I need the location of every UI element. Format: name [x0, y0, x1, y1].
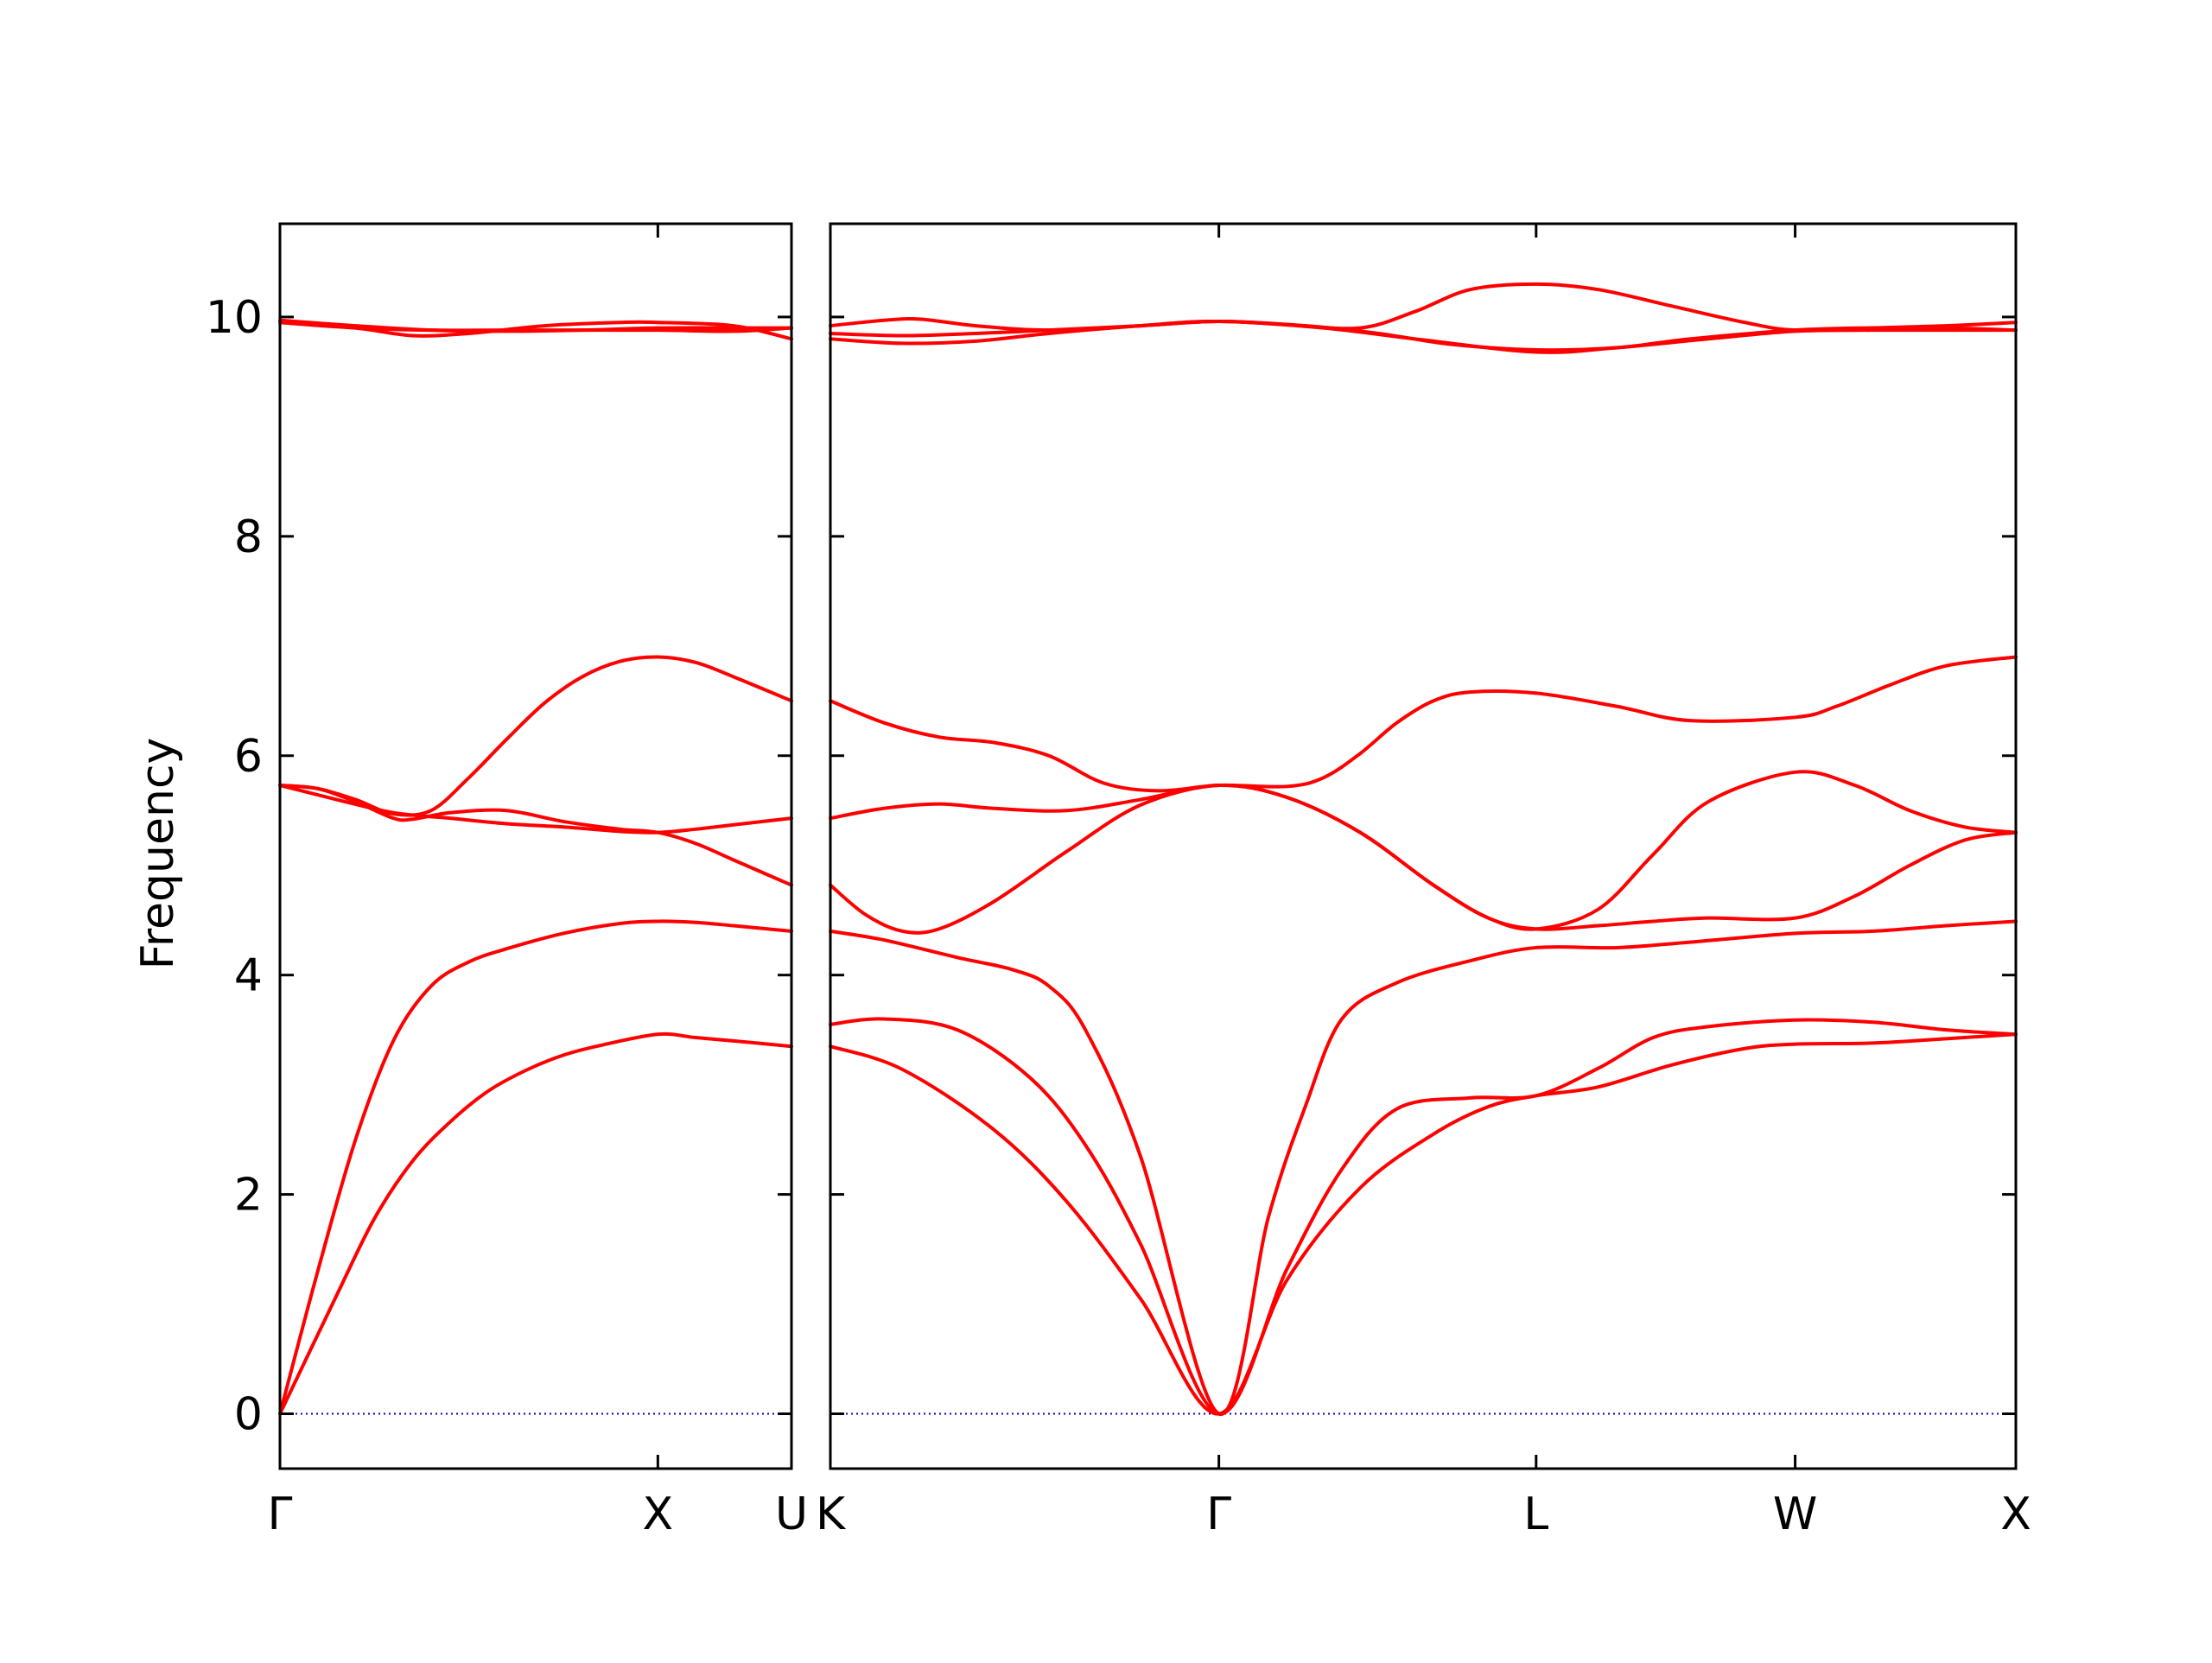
x-tick-label-Γ: Γ: [1206, 1488, 1231, 1540]
band-line-k-gamma-l-w-x-7: [829, 319, 2018, 354]
axis-ticks: [278, 224, 2018, 1469]
y-tick-label: 4: [234, 950, 263, 1002]
band-line-gamma-x-u-5: [278, 655, 793, 817]
band-line-k-gamma-l-w-x-8: [829, 319, 2018, 352]
x-tick-label-X: X: [643, 1488, 674, 1540]
axes-frames: [278, 222, 2018, 1470]
band-line-k-gamma-l-w-x-2: [829, 1017, 2018, 1416]
y-axis-label: Frequency: [132, 738, 184, 970]
band-line-k-gamma-l-w-x-5: [829, 770, 2018, 931]
band-line-gamma-x-u-1: [278, 1031, 793, 1416]
band-line-gamma-x-u-4: [278, 784, 793, 887]
band-line-gamma-x-u-8: [278, 318, 793, 333]
band-lines: [278, 282, 2018, 1416]
band-line-k-gamma-l-w-x-4: [829, 783, 2018, 935]
x-tick-label-X: X: [2000, 1488, 2031, 1540]
band-line-k-gamma-l-w-x-1: [829, 1032, 2018, 1416]
band-line-gamma-x-u-3: [278, 784, 793, 835]
band-line-gamma-x-u-2: [278, 919, 793, 1416]
x-tick-label-L: L: [1523, 1488, 1548, 1540]
band-line-k-gamma-l-w-x-9: [829, 282, 2018, 333]
axes-frame-k-gamma-l-w-x: [829, 222, 2018, 1470]
axes-frame-gamma-x-u: [278, 222, 793, 1470]
band-line-k-gamma-l-w-x-3: [829, 919, 2018, 1416]
band-line-k-gamma-l-w-x-6: [829, 655, 2018, 793]
y-tick-label: 10: [206, 292, 263, 344]
x-tick-label-Γ: Γ: [268, 1488, 293, 1540]
y-tick-label: 8: [234, 511, 263, 563]
x-tick-label-U: U: [775, 1488, 808, 1540]
x-tick-label-W: W: [1773, 1488, 1817, 1540]
band-line-gamma-x-u-7: [278, 320, 793, 341]
y-tick-label: 2: [234, 1170, 263, 1222]
y-tick-label: 6: [234, 731, 263, 783]
y-tick-label: 0: [234, 1389, 263, 1441]
axis-tick-labels: Γ X U K Γ L W X 0 2 4 6 8 10: [206, 292, 2031, 1540]
x-tick-label-K: K: [816, 1488, 847, 1540]
